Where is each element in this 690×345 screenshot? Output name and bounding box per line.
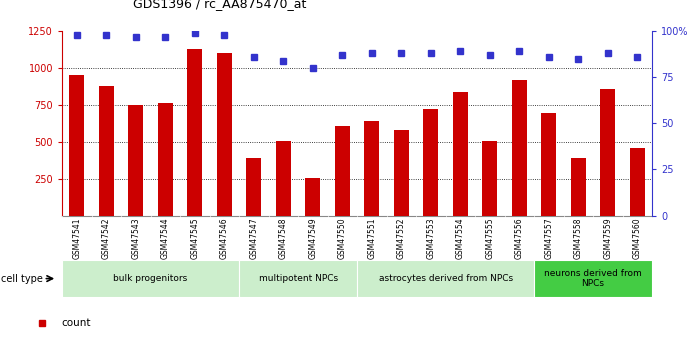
Bar [424, 109, 438, 216]
Text: bulk progenitors: bulk progenitors [113, 274, 188, 283]
Text: GSM47552: GSM47552 [397, 218, 406, 259]
Text: GSM47541: GSM47541 [72, 218, 81, 259]
Bar [128, 105, 144, 216]
Bar [534, 260, 652, 297]
Text: neurons derived from
NPCs: neurons derived from NPCs [544, 269, 642, 288]
Text: GSM47542: GSM47542 [102, 218, 111, 259]
Text: GSM47547: GSM47547 [249, 218, 258, 259]
Text: GSM47546: GSM47546 [220, 218, 229, 259]
Text: GSM47548: GSM47548 [279, 218, 288, 259]
Bar [630, 148, 644, 216]
Bar [306, 178, 320, 216]
Bar [600, 89, 615, 216]
Text: GSM47549: GSM47549 [308, 218, 317, 259]
Text: multipotent NPCs: multipotent NPCs [259, 274, 337, 283]
Bar [62, 260, 239, 297]
Bar [217, 53, 232, 216]
Text: cell type: cell type [1, 274, 43, 284]
Bar [571, 158, 586, 216]
Text: GDS1396 / rc_AA875470_at: GDS1396 / rc_AA875470_at [133, 0, 306, 10]
Bar [99, 86, 114, 216]
Bar [394, 130, 408, 216]
Bar [158, 104, 172, 216]
Text: GSM47551: GSM47551 [367, 218, 376, 259]
Bar [542, 113, 556, 216]
Text: GSM47554: GSM47554 [456, 218, 465, 259]
Text: GSM47560: GSM47560 [633, 218, 642, 259]
Bar [335, 126, 350, 216]
Bar [239, 260, 357, 297]
Text: GSM47545: GSM47545 [190, 218, 199, 259]
Text: GSM47544: GSM47544 [161, 218, 170, 259]
Text: GSM47559: GSM47559 [603, 218, 612, 259]
Text: GSM47553: GSM47553 [426, 218, 435, 259]
Text: GSM47550: GSM47550 [338, 218, 347, 259]
Text: GSM47555: GSM47555 [485, 218, 494, 259]
Bar [188, 49, 202, 216]
Text: GSM47558: GSM47558 [574, 218, 583, 259]
Bar [246, 158, 262, 216]
Bar [357, 260, 534, 297]
Text: astrocytes derived from NPCs: astrocytes derived from NPCs [379, 274, 513, 283]
Text: GSM47543: GSM47543 [131, 218, 140, 259]
Bar [482, 141, 497, 216]
Bar [364, 121, 380, 216]
Bar [512, 80, 526, 216]
Bar [276, 141, 290, 216]
Text: GSM47557: GSM47557 [544, 218, 553, 259]
Text: GSM47556: GSM47556 [515, 218, 524, 259]
Text: count: count [61, 317, 90, 327]
Bar [70, 75, 84, 216]
Bar [453, 91, 468, 216]
